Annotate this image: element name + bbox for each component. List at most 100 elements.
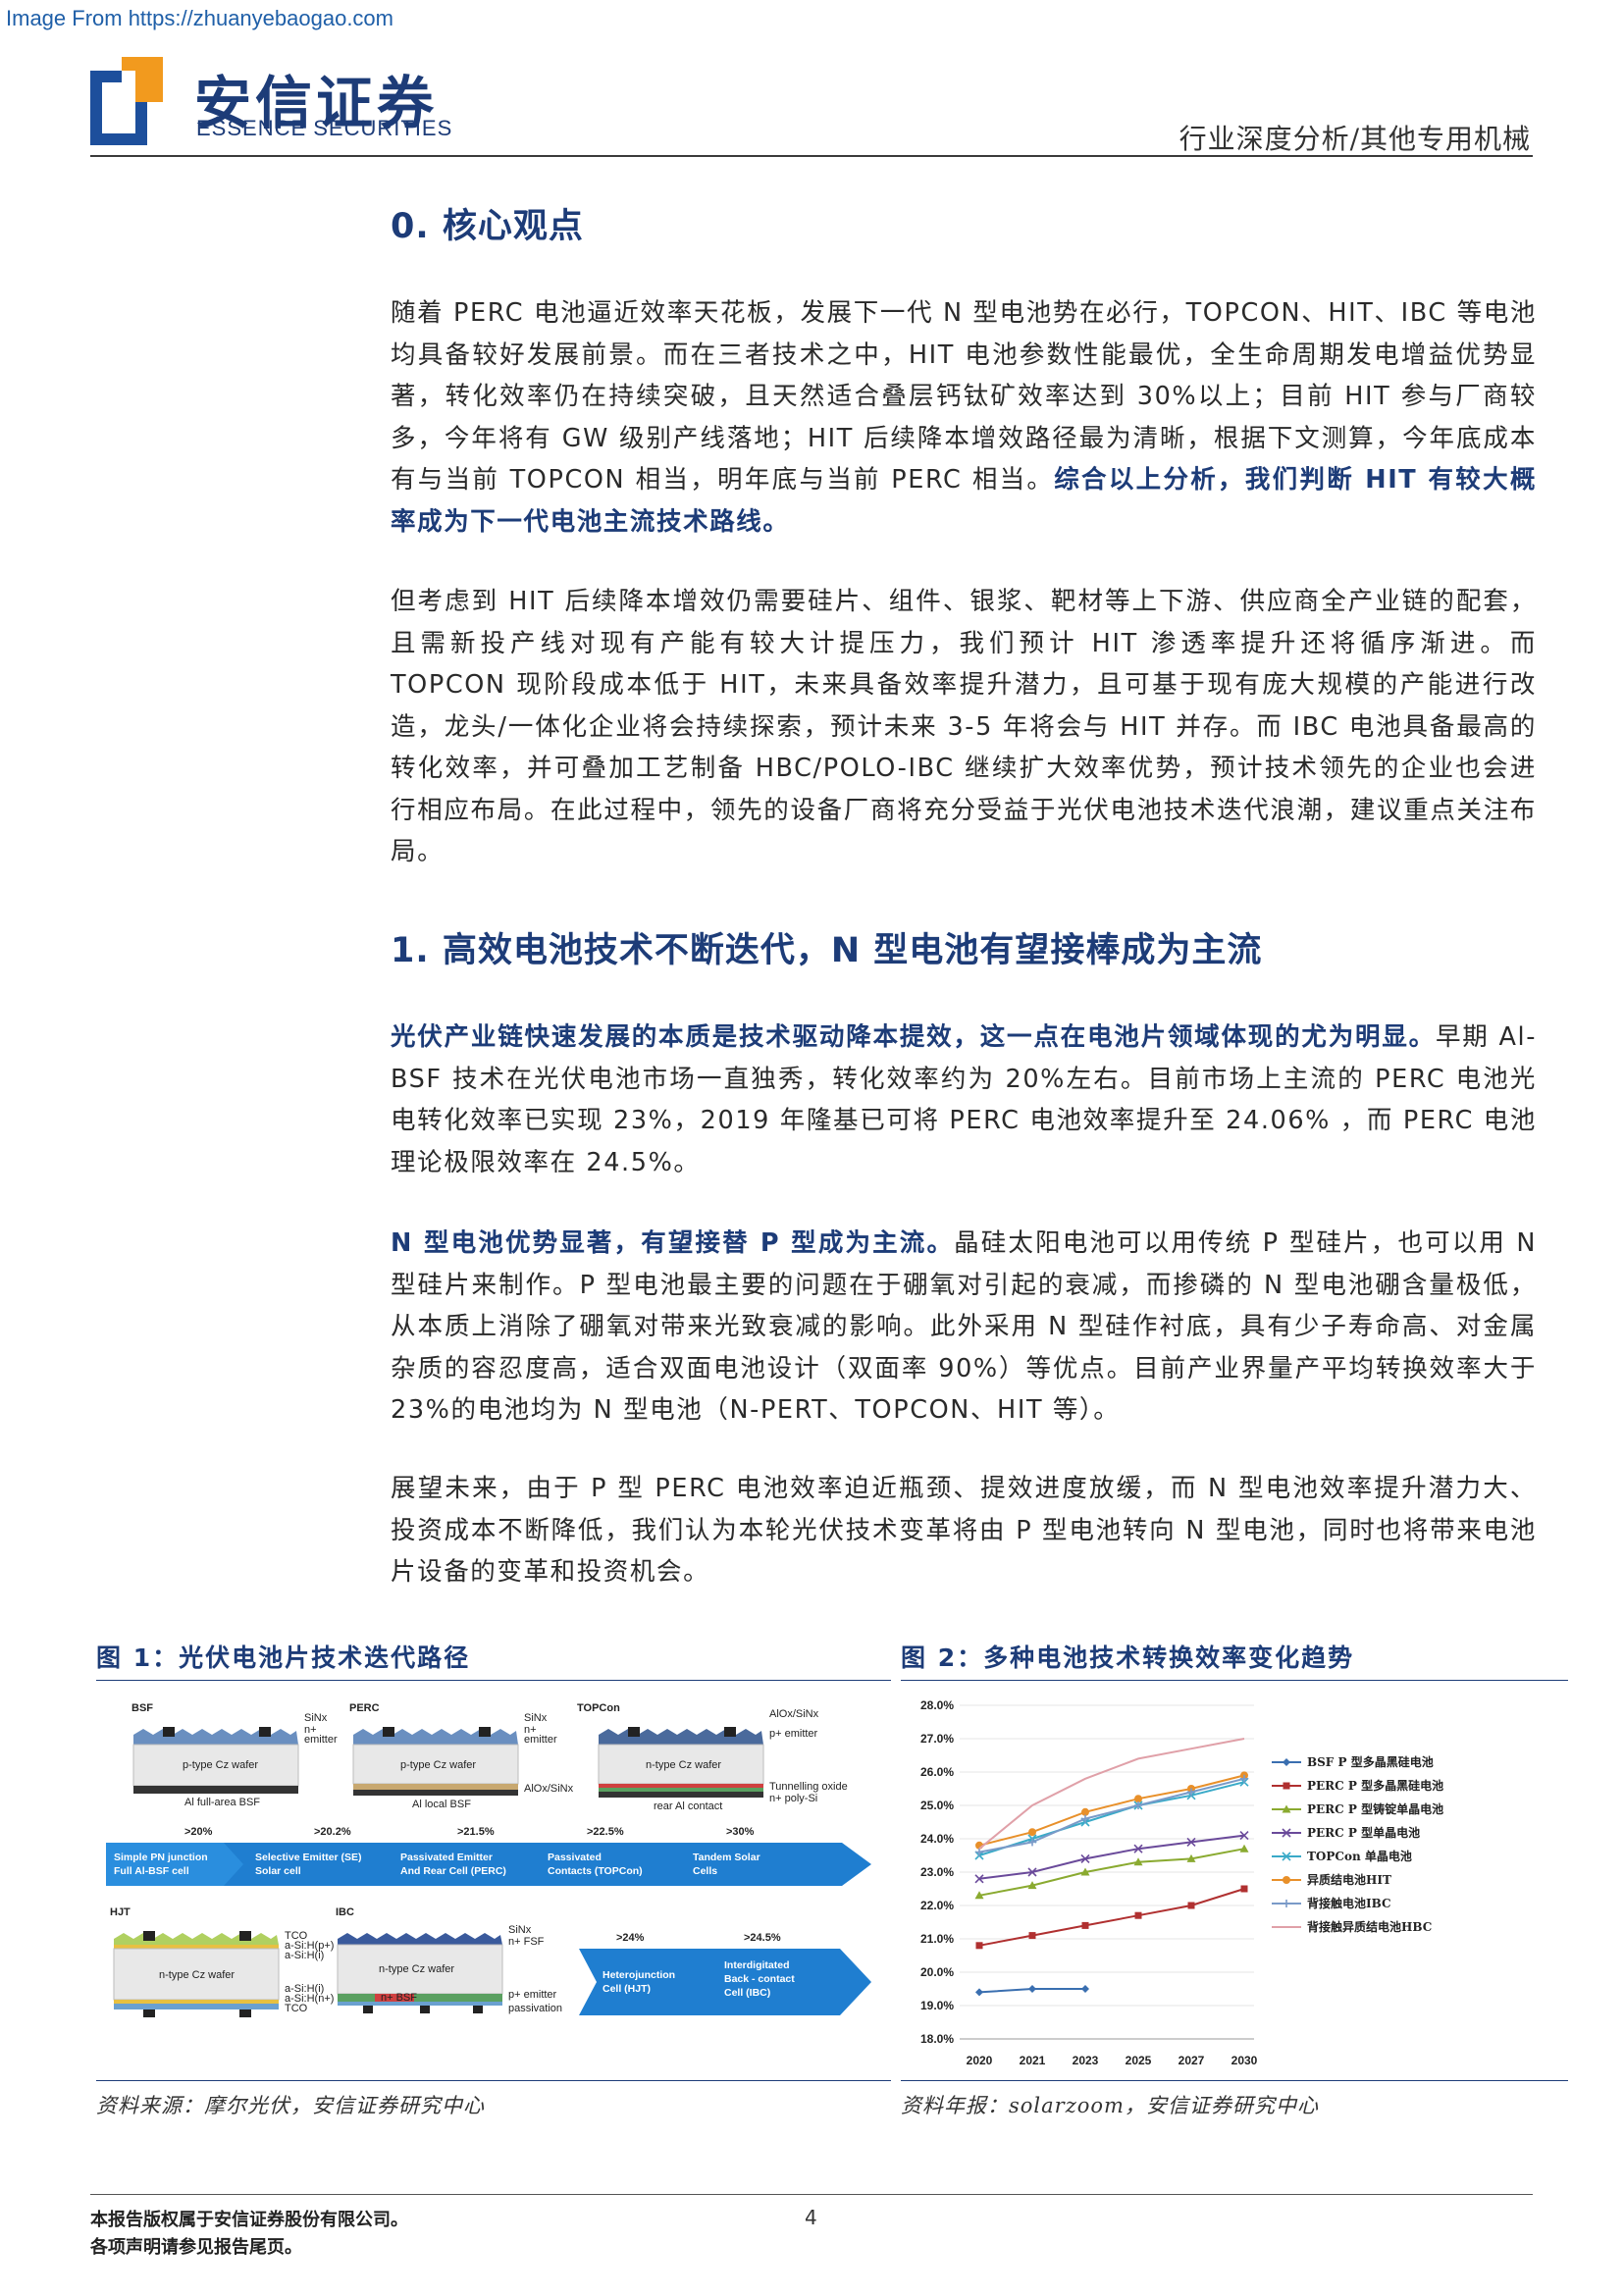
hjt-cell-diagram: HJT n-type Cz wafer TCO a-Si:H(p+) a-Si:… (110, 1906, 334, 2017)
figure-2-bottom-rule (901, 2080, 1568, 2081)
paragraph-emphasis: 光伏产业链快速发展的本质是技术驱动降本提效，这一点在电池片领域体现的尤为明显。 (391, 1022, 1436, 1052)
data-point (1027, 1881, 1037, 1890)
stage-label: Back - contact (724, 1973, 795, 1985)
hjt-tag: TCO (285, 2003, 308, 2014)
data-point (1186, 1837, 1196, 1847)
data-point (1239, 1831, 1249, 1841)
y-tick-label: 24.0% (920, 1832, 954, 1846)
ibc-tag: passivation (508, 2003, 562, 2014)
legend-label: 异质结电池HIT (1307, 1872, 1391, 1887)
figure-1-source: 资料来源：摩尔光伏，安信证券研究中心 (96, 2094, 485, 2117)
legend-label: PERC P 型铸锭单晶电池 (1307, 1801, 1443, 1816)
data-point (1186, 1853, 1196, 1862)
legend-item: TOPCon 单晶电池 (1272, 1849, 1412, 1863)
data-point (1028, 1838, 1036, 1847)
perc-wafer: p-type Cz wafer (400, 1759, 476, 1771)
stage-efficiency: >24% (616, 1932, 645, 1944)
ibc-cell-diagram: IBC n-type Cz wafer n+ BSF SiNx n+ FSF p… (336, 1906, 562, 2014)
perc-tag: AlOx/SiNx (524, 1783, 574, 1795)
data-point (1239, 1844, 1249, 1852)
paragraph-emphasis: 综合以上分析，我们判断 HIT 有较大概率成为下一代电池主流技术路线。 (391, 465, 1537, 537)
legend-item: PERC P 型多晶黑硅电池 (1272, 1778, 1443, 1793)
legend-item: PERC P 型单晶电池 (1272, 1825, 1420, 1840)
legend-item: 背接触异质结电池HBC (1272, 1919, 1432, 1934)
footer-copyright: 本报告版权属于安信证券股份有限公司。 (90, 2210, 408, 2230)
y-tick-label: 27.0% (920, 1732, 954, 1746)
perc-tag: SiNx (524, 1712, 548, 1724)
topcon-tag: n+ poly-Si (769, 1793, 817, 1804)
figure-1-title: 图 1：光伏电池片技术迭代路径 (96, 1644, 471, 1672)
bsf-cell-diagram: BSF p-type Cz wafer Al full-area BSF SiN… (131, 1702, 338, 1808)
essence-logo-icon (90, 57, 163, 145)
data-point (1187, 1788, 1195, 1797)
hjt-tag: TCO (285, 1930, 308, 1942)
footer-divider (90, 2194, 1533, 2195)
technology-roadmap-arrow-row-1: >20% >20.2% >21.5% >22.5% >30% Simple PN… (106, 1826, 871, 1886)
y-tick-label: 23.0% (920, 1865, 954, 1879)
chart-axes: 18.0% 19.0% 20.0% 21.0% 22.0% 23.0% 24.0% 25.0%… (920, 1698, 1258, 2067)
figure-2-source: 资料年报：solarzoom，安信证券研究中心 (901, 2094, 1319, 2117)
x-tick-label: 2030 (1231, 2054, 1258, 2067)
stage-efficiency: >21.5% (457, 1826, 495, 1838)
section-1-title: 1. 高效电池技术不断迭代，N 型电池有望接棒成为主流 (391, 931, 1263, 970)
y-tick-label: 22.0% (920, 1899, 954, 1912)
data-point (1187, 1902, 1195, 1909)
chart-series (974, 1738, 1249, 1997)
data-point (1081, 1921, 1089, 1929)
legend-item: 异质结电池HIT (1272, 1872, 1391, 1887)
y-tick-label: 20.0% (920, 1965, 954, 1979)
series-line (978, 1774, 1245, 1847)
series-2 (975, 1885, 1248, 1950)
stage-label: Cell (HJT) (602, 1983, 651, 1995)
report-category: 行业深度分析/其他专用机械 (1179, 123, 1531, 155)
section-1-paragraph-3: 展望未来，由于 P 型 PERC 电池效率迫近瓶颈、提效进度放缓，而 N 型电池… (391, 1474, 1537, 1587)
stage-label: Passivated Emitter (400, 1852, 493, 1863)
data-point (1134, 1801, 1142, 1809)
topcon-bottom-label: rear Al contact (654, 1800, 722, 1812)
topcon-tag: AlOx/SiNx (769, 1708, 819, 1720)
data-point (1283, 1900, 1290, 1907)
data-point (1134, 1911, 1142, 1919)
perc-bottom-label: Al local BSF (412, 1799, 471, 1810)
data-point (1028, 1828, 1036, 1837)
x-tick-label: 2023 (1073, 2054, 1099, 2067)
data-point (1080, 1867, 1090, 1876)
y-tick-label: 18.0% (920, 2032, 954, 2046)
bsf-tag: n+ (304, 1724, 317, 1736)
data-point (1081, 1807, 1089, 1816)
data-point (1133, 1844, 1143, 1853)
stage-efficiency: >20.2% (314, 1826, 351, 1838)
y-tick-label: 26.0% (920, 1765, 954, 1779)
topcon-wafer: n-type Cz wafer (646, 1759, 721, 1771)
figure-2-title: 图 2：多种电池技术转换效率变化趋势 (901, 1644, 1355, 1672)
data-point (1283, 1876, 1290, 1884)
stage-label: Simple PN junction (114, 1852, 208, 1863)
perc-tag: emitter (524, 1734, 557, 1746)
ibc-inner-label: n+ BSF (381, 1992, 417, 2004)
stage-label: Contacts (TOPCon) (548, 1865, 643, 1877)
ibc-tag: n+ FSF (508, 1936, 545, 1948)
figure-1-title-rule (96, 1680, 891, 1681)
stage-label: Cells (693, 1865, 717, 1877)
legend-label: 背接触电池IBC (1307, 1896, 1391, 1910)
series-line (978, 1781, 1245, 1856)
data-point (1282, 1804, 1291, 1813)
figure-2-title-rule (901, 1680, 1568, 1681)
legend-label: PERC P 型多晶黑硅电池 (1307, 1778, 1443, 1793)
series-1 (975, 1985, 1089, 1997)
stage-label: Cell (IBC) (724, 1987, 770, 1999)
figure-1-diagram: BSF p-type Cz wafer Al full-area BSF SiN… (106, 1702, 871, 2017)
series-line (978, 1777, 1245, 1853)
stage-label: Passivated (548, 1852, 602, 1863)
perc-tag: n+ (524, 1724, 537, 1736)
data-point (1028, 1932, 1036, 1940)
hjt-tag: a-Si:H(i) (285, 1950, 324, 1961)
data-point (1282, 1828, 1291, 1838)
series-line (978, 1834, 1245, 1880)
section-1-paragraph-2: N 型电池优势显著，有望接替 P 型成为主流。晶硅太阳电池可以用传统 P 型硅片… (391, 1223, 1537, 1432)
footer-disclaimer: 各项声明请参见报告尾页。 (90, 2237, 302, 2258)
data-point (1027, 1867, 1037, 1877)
ibc-tag: SiNx (508, 1924, 532, 1936)
legend-item: 背接触电池IBC (1272, 1896, 1391, 1910)
series-4 (974, 1831, 1249, 1884)
